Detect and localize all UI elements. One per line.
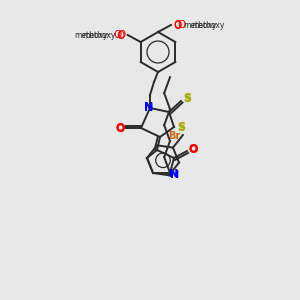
- Text: methoxy: methoxy: [74, 32, 108, 40]
- Text: O: O: [174, 21, 182, 31]
- Text: S: S: [177, 122, 185, 132]
- Text: methoxy: methoxy: [183, 20, 216, 29]
- Text: O: O: [113, 30, 122, 40]
- Text: Br: Br: [169, 131, 181, 141]
- Text: N: N: [169, 169, 178, 179]
- Text: O: O: [118, 30, 126, 40]
- Text: S: S: [177, 123, 185, 133]
- Text: methoxy: methoxy: [191, 22, 224, 31]
- Text: O: O: [173, 20, 181, 30]
- Text: S: S: [183, 93, 191, 103]
- Text: methoxy: methoxy: [106, 33, 113, 34]
- Text: N: N: [170, 170, 180, 180]
- Text: O: O: [188, 145, 198, 155]
- Text: S: S: [183, 94, 191, 104]
- Text: O: O: [177, 20, 185, 30]
- Text: O: O: [115, 124, 125, 134]
- Text: methoxy: methoxy: [82, 31, 116, 40]
- Text: N: N: [144, 102, 154, 112]
- Text: N: N: [144, 103, 154, 113]
- Text: O: O: [115, 123, 125, 133]
- Text: O: O: [117, 31, 125, 41]
- Text: O: O: [188, 144, 198, 154]
